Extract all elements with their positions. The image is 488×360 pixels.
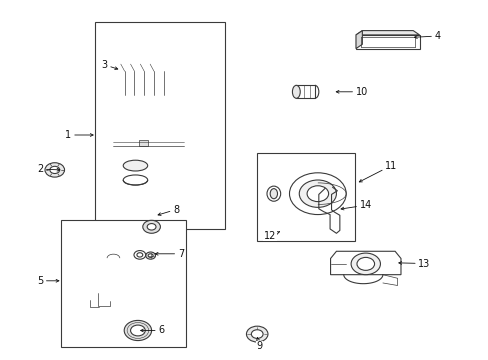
Text: 1: 1 xyxy=(65,130,93,140)
Bar xyxy=(61,220,185,347)
Ellipse shape xyxy=(266,186,280,201)
Ellipse shape xyxy=(269,189,277,199)
Circle shape xyxy=(299,180,336,207)
Text: 13: 13 xyxy=(398,258,430,269)
Circle shape xyxy=(147,224,156,230)
Circle shape xyxy=(145,252,155,259)
Ellipse shape xyxy=(123,175,147,185)
Polygon shape xyxy=(112,88,176,95)
Circle shape xyxy=(148,254,153,257)
Text: 5: 5 xyxy=(37,276,59,286)
Circle shape xyxy=(289,173,346,215)
Polygon shape xyxy=(296,85,314,98)
Circle shape xyxy=(45,163,64,177)
Polygon shape xyxy=(112,63,171,70)
Circle shape xyxy=(246,326,267,342)
Text: 3: 3 xyxy=(102,60,118,70)
Polygon shape xyxy=(113,137,184,164)
Polygon shape xyxy=(117,174,147,190)
Ellipse shape xyxy=(292,85,300,98)
Text: 14: 14 xyxy=(340,200,371,210)
Circle shape xyxy=(50,166,60,174)
Circle shape xyxy=(356,257,374,270)
Polygon shape xyxy=(123,166,147,180)
Text: 2: 2 xyxy=(37,164,60,174)
Polygon shape xyxy=(355,35,419,49)
Circle shape xyxy=(142,220,160,233)
Bar xyxy=(95,22,224,229)
Bar xyxy=(139,140,148,146)
Text: 8: 8 xyxy=(158,204,179,216)
Ellipse shape xyxy=(123,160,147,171)
Polygon shape xyxy=(171,67,176,95)
Circle shape xyxy=(130,325,145,336)
Text: 10: 10 xyxy=(336,87,367,97)
Polygon shape xyxy=(117,70,171,95)
Text: 11: 11 xyxy=(359,161,397,182)
Text: 7: 7 xyxy=(155,249,183,259)
Text: 9: 9 xyxy=(256,337,262,351)
Polygon shape xyxy=(113,130,184,137)
Bar xyxy=(256,153,354,241)
Polygon shape xyxy=(78,248,134,301)
Circle shape xyxy=(251,330,263,338)
Polygon shape xyxy=(330,251,400,275)
Polygon shape xyxy=(355,31,362,49)
Circle shape xyxy=(350,253,380,275)
Text: 12: 12 xyxy=(263,231,279,241)
Polygon shape xyxy=(355,31,419,35)
Circle shape xyxy=(124,320,151,341)
Text: 4: 4 xyxy=(414,31,440,41)
Text: 6: 6 xyxy=(141,325,164,336)
Circle shape xyxy=(306,186,328,202)
Polygon shape xyxy=(113,130,121,164)
